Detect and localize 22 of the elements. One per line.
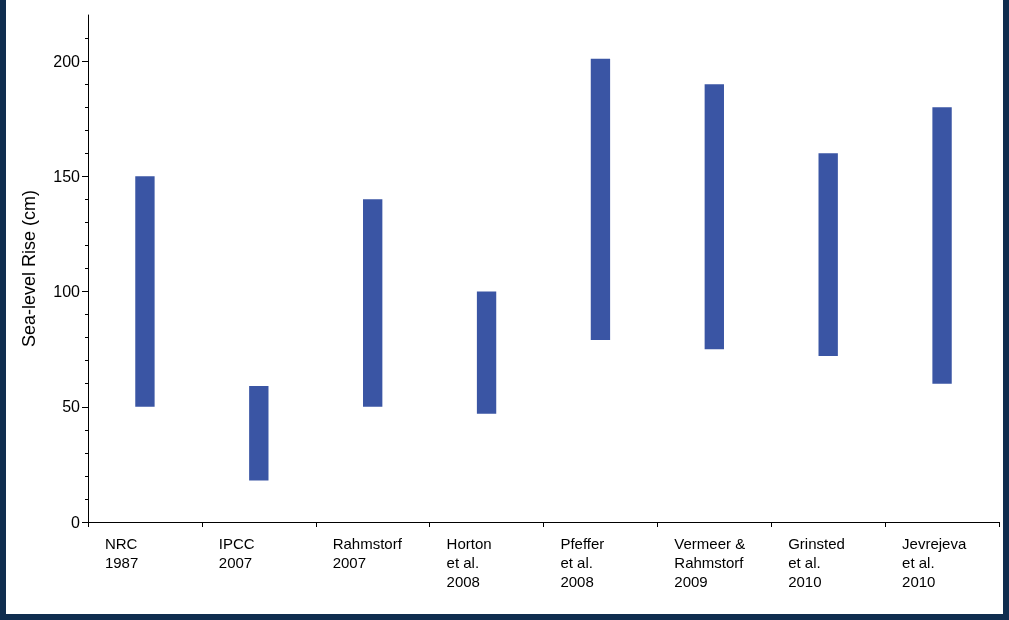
x-tick-label: Vermeer & Rahmstorf 2009 <box>674 535 746 590</box>
bar <box>932 107 952 384</box>
y-tick-label: 200 <box>53 52 81 70</box>
x-tick-label: Rahmstorf 2007 <box>332 535 403 571</box>
bar <box>476 291 497 414</box>
x-tick-label: Pfeffer et al. 2008 <box>560 535 605 590</box>
bar <box>818 153 838 357</box>
bar <box>590 58 611 340</box>
y-tick-label: 50 <box>62 398 81 416</box>
bar <box>249 386 269 481</box>
x-tick-label: Horton et al. 2008 <box>446 535 492 590</box>
y-axis-title: Sea-level Rise (cm) <box>19 189 39 348</box>
x-tick-label: Jevrejeva et al. 2010 <box>902 535 967 590</box>
x-tick-label: Grinsted et al. 2010 <box>788 535 845 590</box>
bar <box>363 199 383 407</box>
bar <box>704 84 724 350</box>
x-tick-label: IPCC 2007 <box>218 535 255 571</box>
y-tick-label: 150 <box>53 167 81 185</box>
x-tick-label: NRC 1987 <box>104 535 139 571</box>
y-tick-label: 100 <box>53 283 81 301</box>
y-tick-label: 0 <box>71 513 81 531</box>
bar <box>135 176 155 407</box>
